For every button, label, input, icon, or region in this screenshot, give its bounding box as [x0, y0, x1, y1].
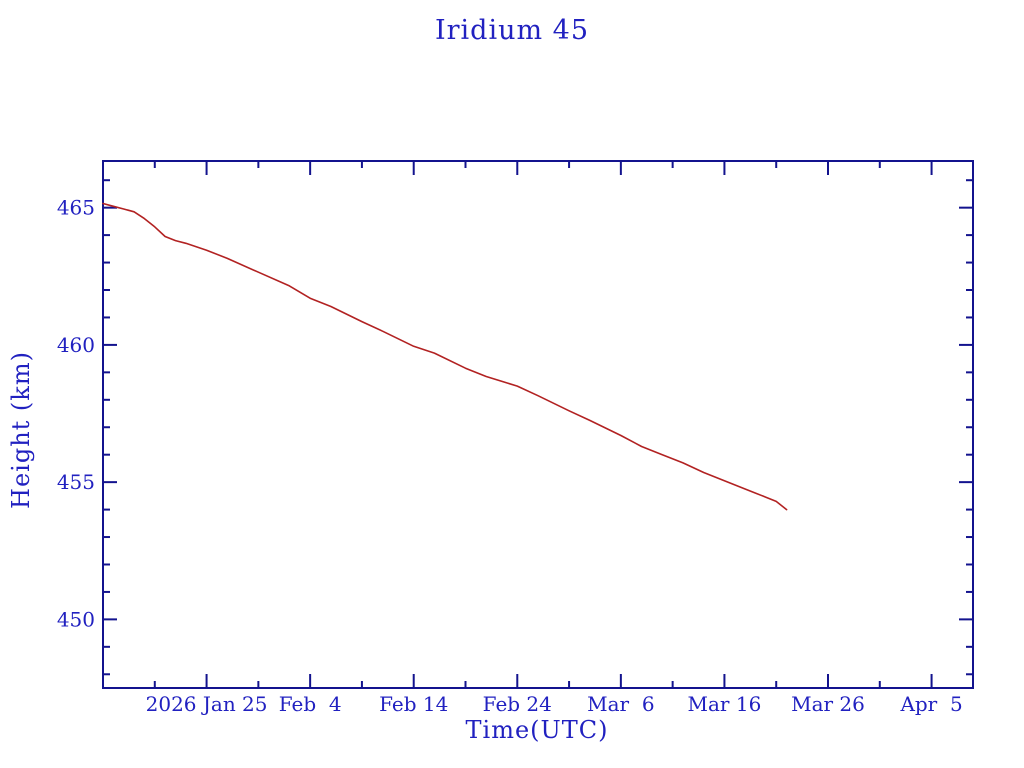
y-tick-label: 450: [57, 607, 95, 631]
x-tick-label: Feb 24: [483, 692, 552, 716]
height-data-line: [102, 202, 788, 511]
x-tick-label: Mar 16: [688, 692, 762, 716]
x-tick-label: Feb 14: [379, 692, 448, 716]
x-tick-label: 2026 Jan 25: [146, 692, 268, 716]
x-axis-title: Time(UTC): [465, 716, 609, 744]
x-tick-label: Mar 26: [791, 692, 865, 716]
x-tick-label: Mar 6: [587, 692, 654, 716]
plot-border: [102, 160, 974, 689]
y-axis-title: Height (km): [7, 351, 35, 509]
x-tick-label: Feb 4: [279, 692, 342, 716]
y-tick-label: 455: [57, 470, 95, 494]
chart-title: Iridium 45: [434, 15, 590, 46]
y-tick-label: 465: [57, 196, 95, 220]
x-tick-label: Apr 5: [899, 692, 962, 716]
y-tick-label: 460: [57, 333, 95, 357]
